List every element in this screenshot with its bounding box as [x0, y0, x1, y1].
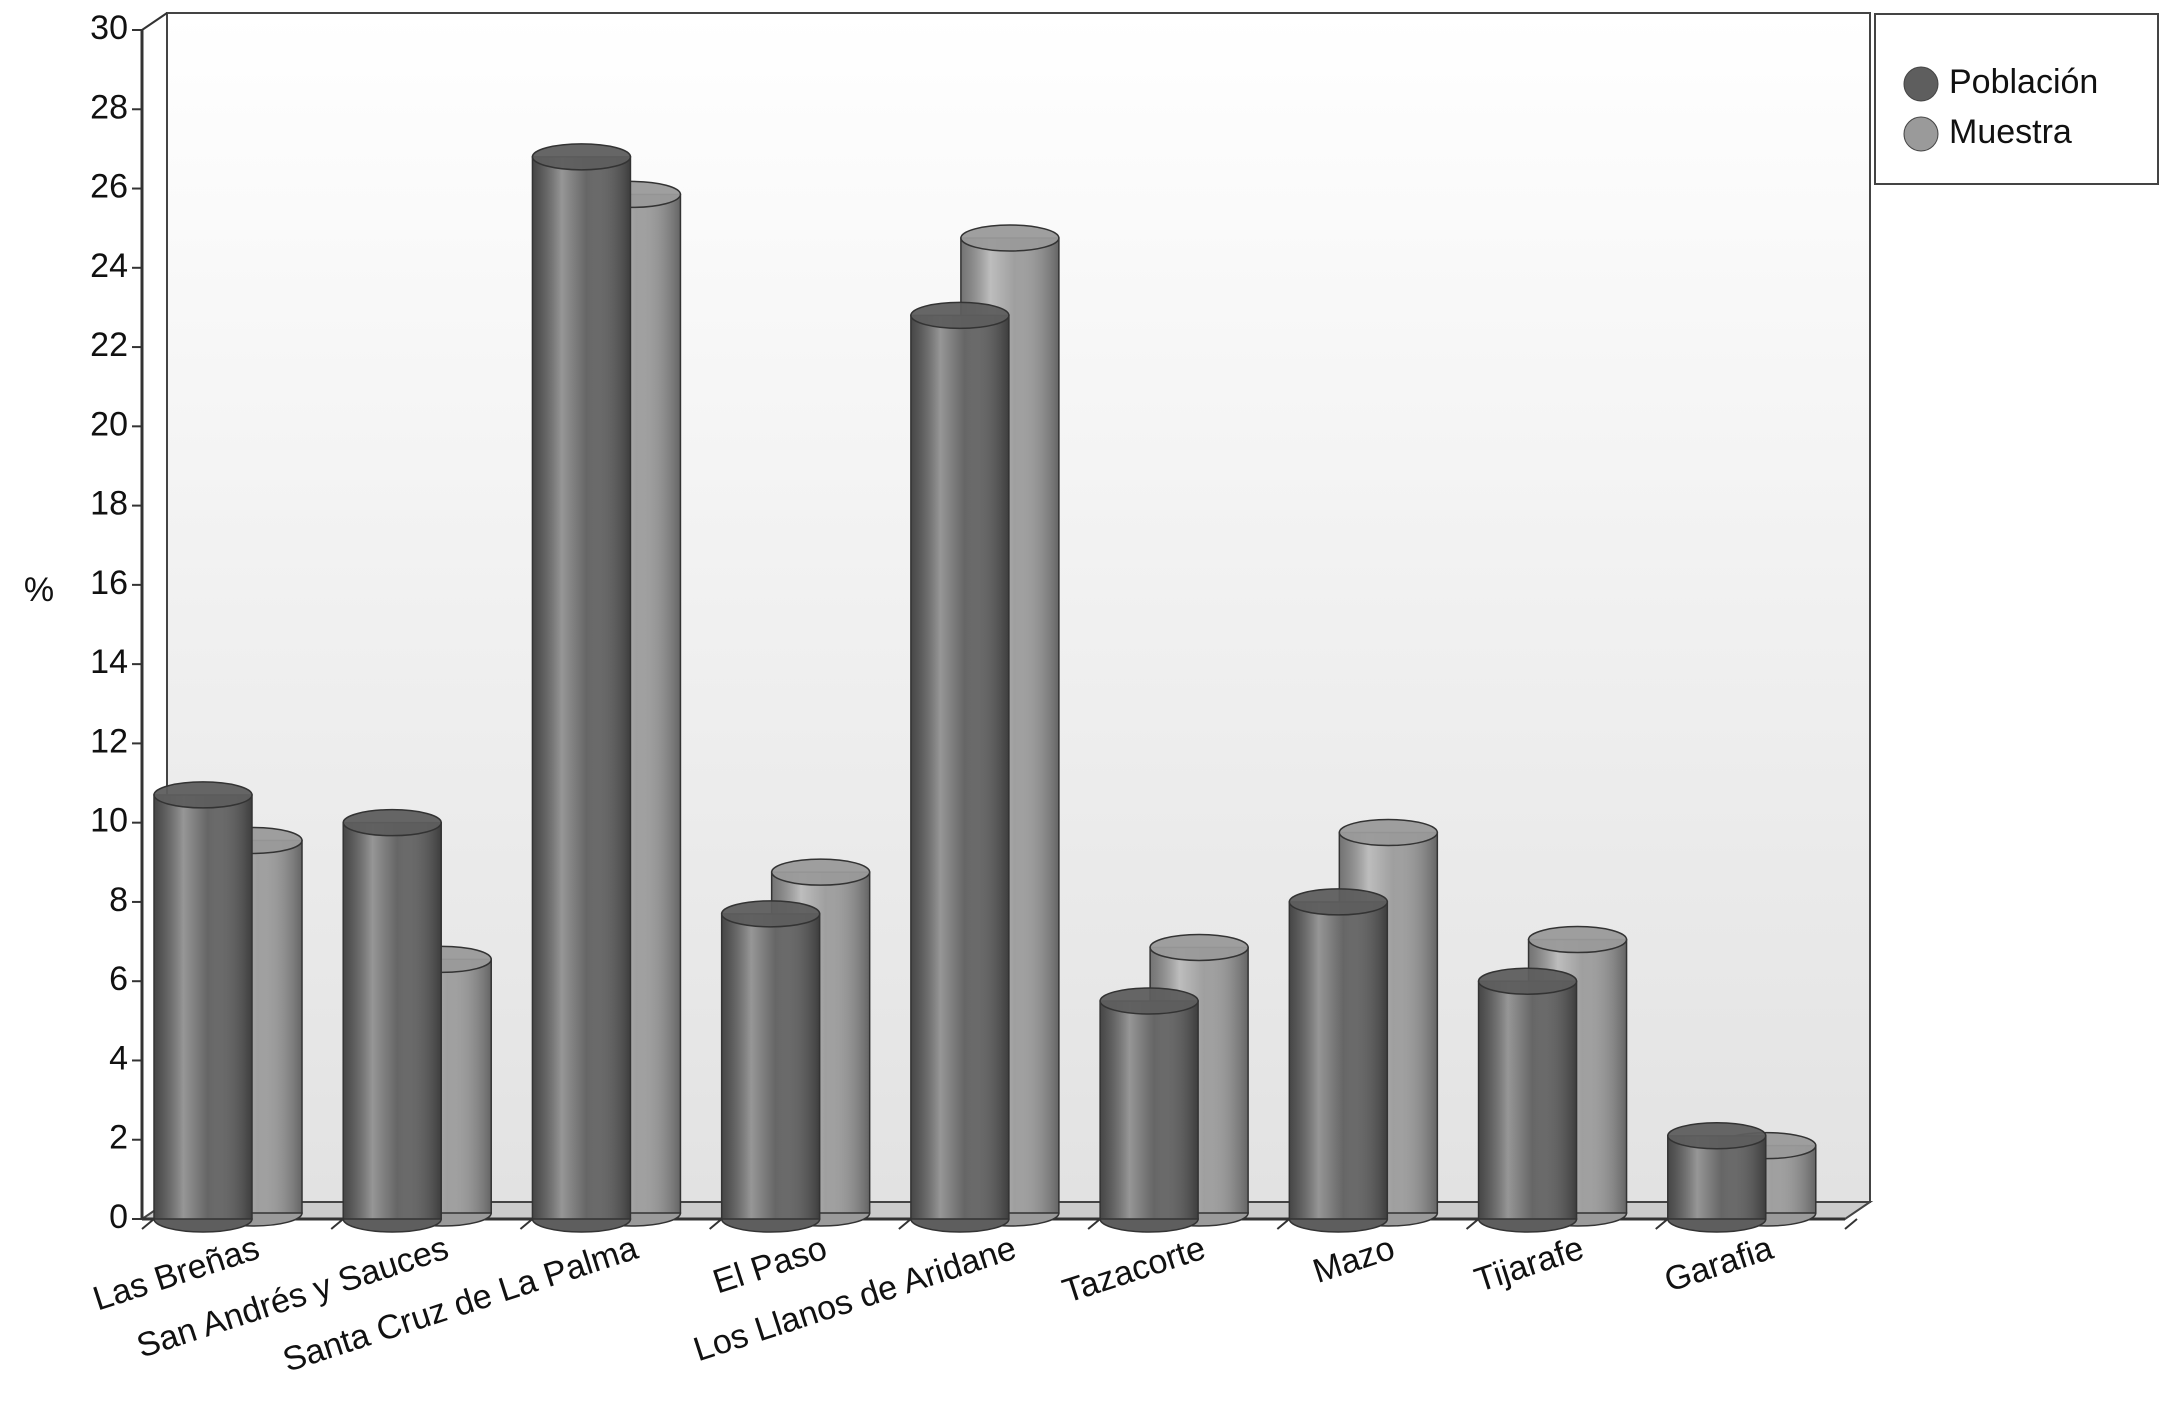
x-tick-label: El Paso — [708, 1229, 831, 1301]
x-tick — [1276, 1218, 1290, 1230]
y-tick-label: 10 — [90, 802, 128, 840]
bar-shading — [910, 314, 1010, 1220]
x-tick-label: Tijarafe — [1470, 1229, 1588, 1300]
x-tick-label: Garafia — [1660, 1229, 1778, 1300]
x-tick — [141, 1218, 155, 1230]
x-tick-label: Santa Cruz de La Palma — [278, 1229, 642, 1380]
y-tick-label: 30 — [90, 9, 128, 47]
bar-shading — [1288, 901, 1389, 1220]
axis-edge — [141, 12, 168, 31]
cylinder-top — [342, 808, 442, 837]
bar-shading — [1099, 1000, 1199, 1220]
cylinder-top — [1667, 1122, 1767, 1150]
y-tick-label: 12 — [90, 722, 128, 760]
cylinder-top — [1149, 933, 1249, 962]
legend-label: Población — [1949, 63, 2098, 101]
y-tick-label: 8 — [109, 881, 128, 919]
cylinder-top — [1099, 987, 1199, 1015]
x-tick — [330, 1218, 344, 1230]
cylinder-top — [1338, 818, 1439, 847]
bar-shading — [153, 794, 253, 1220]
y-axis-label: % — [24, 571, 54, 609]
bar-shading — [720, 913, 821, 1220]
y-tick-label: 14 — [90, 643, 128, 681]
legend-label: Muestra — [1949, 113, 2072, 151]
bar-shading — [1477, 980, 1578, 1220]
y-tick-label: 20 — [90, 405, 128, 443]
x-tick — [1844, 1218, 1858, 1230]
y-tick-label: 2 — [109, 1119, 128, 1157]
y-tick-label: 26 — [90, 168, 128, 206]
bar-shading — [342, 821, 442, 1220]
bar-shading — [1667, 1135, 1767, 1220]
x-tick — [1655, 1218, 1669, 1230]
cylinder-top — [531, 143, 632, 171]
x-tick — [1465, 1218, 1480, 1230]
x-tick — [519, 1218, 534, 1230]
x-tick — [709, 1218, 723, 1230]
x-tick-label: Tazacorte — [1058, 1229, 1210, 1311]
y-tick-label: 6 — [109, 960, 128, 998]
x-tick — [898, 1218, 912, 1230]
cylinder-top — [1288, 888, 1389, 916]
y-tick-label: 24 — [90, 247, 128, 285]
legend-swatch — [1903, 66, 1939, 102]
cylinder-top — [910, 301, 1010, 330]
x-tick — [1087, 1218, 1101, 1230]
y-tick-label: 4 — [109, 1039, 128, 1077]
y-tick-label: 18 — [90, 485, 128, 523]
y-tick-label: 0 — [109, 1198, 128, 1236]
x-tick-label: Los Llanos de Aridane — [689, 1229, 1021, 1369]
y-tick-label: 16 — [90, 564, 128, 602]
cylinder-top — [960, 224, 1060, 252]
cylinder-top — [720, 900, 821, 928]
cylinder-top — [770, 858, 871, 886]
cylinder-top — [1527, 925, 1628, 954]
cylinder-top — [1477, 967, 1578, 995]
bar-shading — [531, 156, 632, 1220]
legend-swatch — [1903, 116, 1939, 152]
y-tick-label: 28 — [90, 88, 128, 126]
x-tick-label: Mazo — [1308, 1229, 1399, 1291]
cylinder-top — [153, 781, 253, 809]
y-tick-label: 22 — [90, 326, 128, 364]
